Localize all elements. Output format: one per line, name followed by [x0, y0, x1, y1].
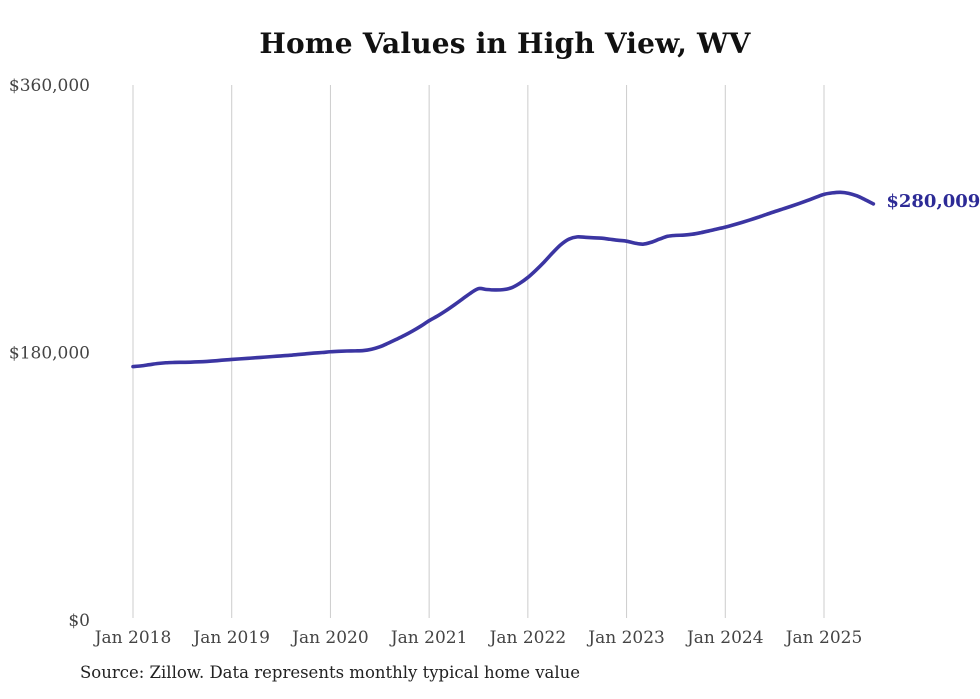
source-note: Source: Zillow. Data represents monthly … — [80, 663, 581, 682]
x-tick-label: Jan 2022 — [488, 628, 567, 648]
x-tick-label: Jan 2021 — [389, 628, 468, 648]
y-tick-label: $180,000 — [9, 344, 90, 364]
x-tick-label: Jan 2019 — [191, 628, 270, 648]
value-line — [131, 190, 876, 369]
y-tick-label: $0 — [68, 611, 90, 631]
x-tick-label: Jan 2025 — [784, 628, 863, 648]
chart-title: Home Values in High View, WV — [259, 27, 751, 60]
end-value-label: $280,009 — [886, 191, 980, 212]
x-tick-label: Jan 2018 — [93, 628, 172, 648]
y-tick-label: $360,000 — [9, 76, 90, 96]
x-tick-label: Jan 2023 — [586, 628, 665, 648]
x-tick-label: Jan 2024 — [685, 628, 764, 648]
x-tick-label: Jan 2020 — [290, 628, 369, 648]
